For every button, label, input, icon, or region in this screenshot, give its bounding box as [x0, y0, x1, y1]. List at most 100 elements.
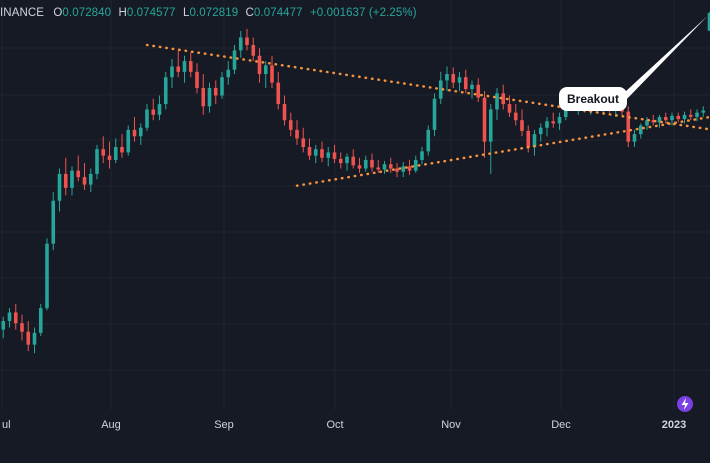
- candle-body: [626, 111, 631, 142]
- candle-body: [88, 173, 93, 185]
- x-tick-label: Nov: [441, 419, 461, 431]
- candle-body: [101, 149, 106, 156]
- breakout-callout: Breakout: [559, 87, 627, 111]
- candle-body: [495, 93, 499, 110]
- candle-body: [513, 112, 518, 121]
- candle-body: [638, 125, 643, 135]
- callout-pointer: [612, 15, 708, 104]
- trendline-upper: [145, 43, 710, 131]
- candle-body: [7, 312, 12, 322]
- candle-body: [320, 149, 324, 158]
- open-label: O: [53, 7, 63, 19]
- candle-body: [413, 159, 418, 171]
- candle-body: [376, 167, 381, 170]
- candle-body: [282, 104, 287, 121]
- candle-body: [645, 120, 649, 126]
- candle-body: [363, 159, 368, 169]
- candle-body: [326, 152, 331, 158]
- x-tick-label: Aug: [101, 419, 121, 431]
- candle-body: [151, 109, 156, 115]
- candle-body: [438, 80, 443, 99]
- trendline-lower: [295, 115, 710, 187]
- candle-body: [682, 114, 687, 120]
- candle-body: [345, 156, 349, 164]
- candle-body: [701, 110, 706, 113]
- candle-body: [370, 159, 374, 168]
- candle-body: [157, 104, 162, 115]
- low-label: L: [182, 7, 190, 19]
- candle-body: [670, 115, 674, 121]
- candle-body: [207, 87, 212, 107]
- low-value: 0.072819: [189, 7, 239, 19]
- candle-body: [51, 200, 56, 244]
- candle-body: [238, 37, 243, 51]
- candle-body: [332, 152, 337, 159]
- candle-body: [95, 149, 99, 174]
- x-tick-label: Dec: [551, 419, 571, 431]
- lightning-icon[interactable]: [677, 396, 693, 412]
- candle-body: [176, 66, 181, 72]
- candle-body: [182, 61, 187, 72]
- candle-body: [388, 164, 393, 169]
- candle-body: [651, 120, 656, 123]
- candle-body: [57, 173, 62, 201]
- candle-body: [13, 312, 18, 324]
- candle-body: [170, 66, 174, 78]
- candle-body: [663, 116, 668, 121]
- candle-body: [276, 82, 281, 105]
- candle-body: [145, 109, 149, 128]
- candle-body: [338, 158, 343, 164]
- open-value: 0.072840: [62, 7, 112, 19]
- candle-body: [520, 120, 524, 131]
- candle-body: [113, 147, 118, 160]
- candle-body: [1, 321, 6, 330]
- candle-body: [20, 323, 24, 332]
- candle-body: [70, 170, 74, 188]
- candle-body: [313, 149, 318, 156]
- candle-body: [451, 74, 456, 83]
- candle-body: [220, 77, 224, 96]
- x-tick-label: ul: [2, 419, 11, 431]
- candle-body: [295, 129, 299, 139]
- candle-body: [226, 69, 231, 78]
- candle-body: [482, 97, 487, 142]
- candle-body: [538, 127, 543, 135]
- candle-body: [38, 308, 43, 333]
- ohlc-legend: INANCE O0.072840 H0.074577 L0.072819 C0.…: [0, 7, 421, 19]
- time-axis: [0, 410, 710, 458]
- candle-body: [395, 168, 399, 172]
- candle-body: [420, 151, 424, 160]
- candle-body: [426, 129, 431, 152]
- candle-body: [476, 84, 481, 98]
- candle-body: [470, 84, 474, 90]
- candle-body: [407, 166, 412, 171]
- candle-body: [188, 61, 193, 72]
- candle-body: [301, 138, 306, 148]
- candle-body: [382, 164, 387, 170]
- candle-body: [76, 170, 81, 178]
- candle-body: [263, 65, 268, 74]
- candle-body: [120, 147, 124, 153]
- candle-body: [63, 173, 68, 188]
- candle-body: [695, 112, 699, 117]
- candle-body: [707, 13, 710, 31]
- close-label: C: [245, 7, 254, 19]
- candle-body: [526, 130, 531, 148]
- candle-body: [163, 77, 168, 105]
- candle-body: [488, 109, 493, 142]
- candle-body: [545, 121, 549, 128]
- candle-body: [676, 115, 681, 120]
- x-tick-label: Sep: [214, 419, 234, 431]
- candle-body: [195, 71, 199, 88]
- candle-body: [126, 129, 131, 153]
- close-value: 0.074477: [253, 7, 303, 19]
- candle-body: [270, 65, 274, 83]
- candle-body: [251, 45, 256, 56]
- candle-body: [257, 55, 262, 74]
- candle-body: [82, 177, 87, 185]
- high-value: 0.074577: [126, 7, 176, 19]
- candle-body: [432, 98, 437, 130]
- candle-body: [457, 77, 462, 83]
